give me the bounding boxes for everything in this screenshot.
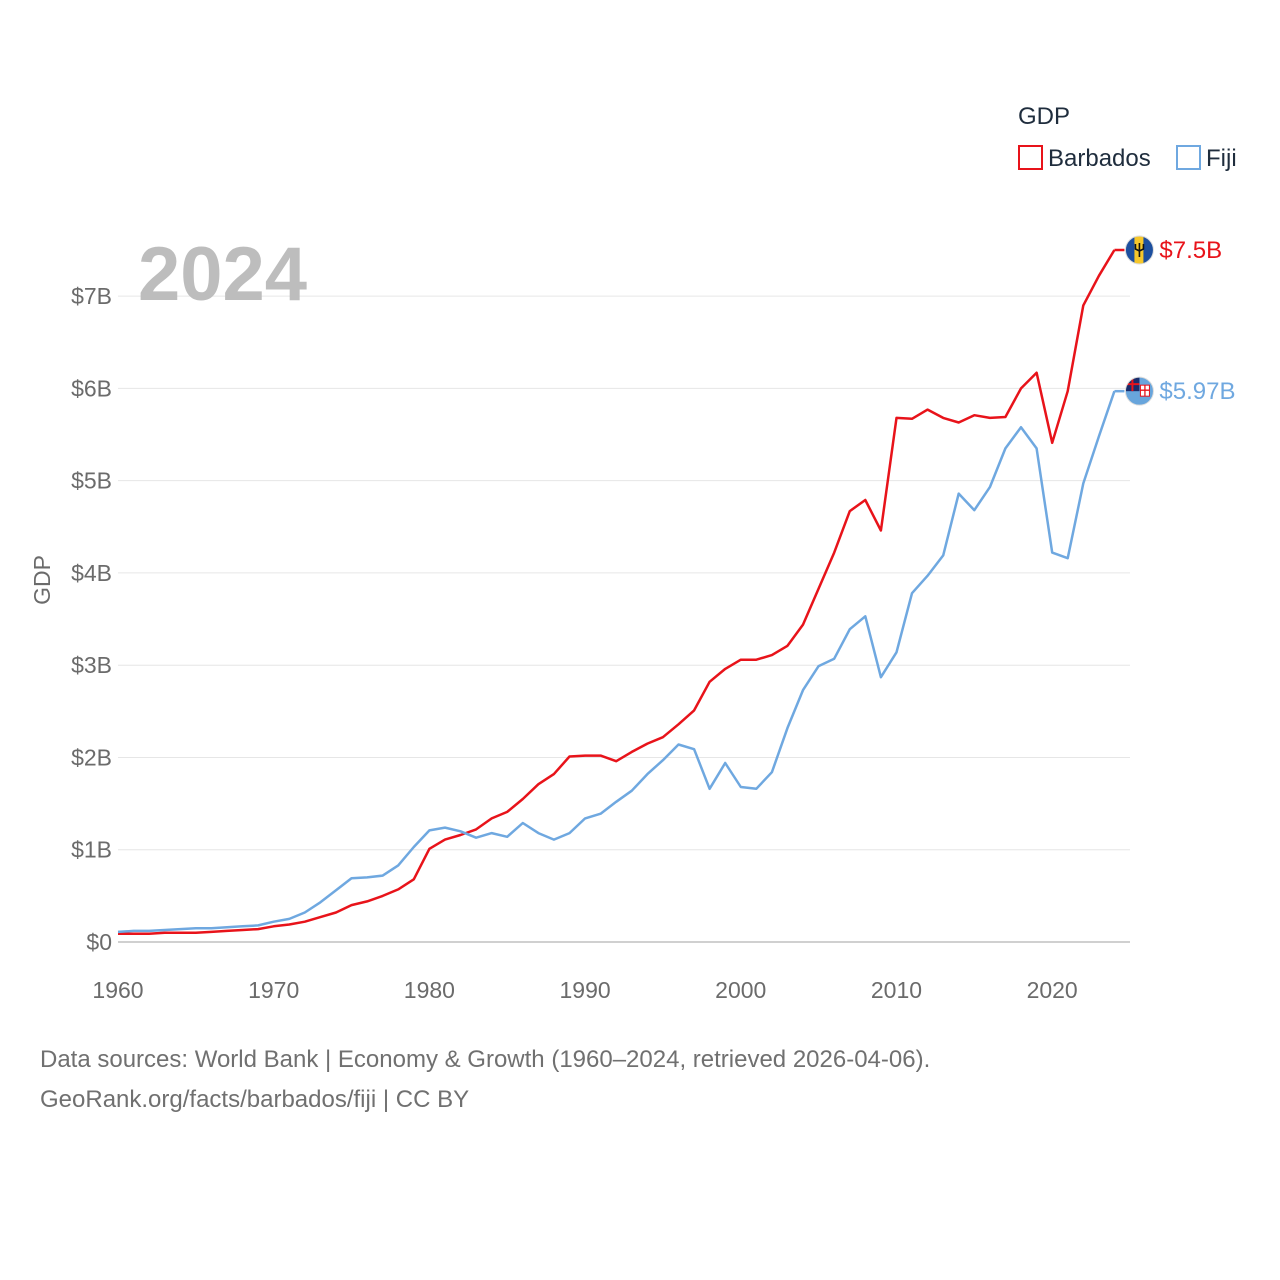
legend-item-fiji[interactable]: Fiji [1176,145,1237,172]
gridlines [118,295,1130,943]
legend-swatch-barbados [1018,145,1043,170]
barbados-flag-icon [1124,235,1154,265]
series-end-labels: $7.5B $5.97B [1114,235,1236,406]
y-tick-label: $2B [71,744,112,770]
x-tick-label: 2000 [715,977,766,1003]
series-line-barbados [118,249,1116,935]
x-tick-label: 2020 [1027,977,1078,1003]
series-lines [117,249,1116,935]
footer: Data sources: World Bank | Economy & Gro… [40,1040,930,1120]
x-axis-ticks: 1960 1970 1980 1990 2000 2010 2020 [92,977,1077,1003]
x-tick-label: 1990 [559,977,610,1003]
x-tick-label: 2010 [871,977,922,1003]
fiji-flag-icon [1124,376,1154,406]
flag-ring [1124,235,1154,265]
legend-label-barbados: Barbados [1048,145,1151,172]
y-tick-label: $3B [71,652,112,678]
flag-ring [1124,376,1154,406]
y-tick-label: $4B [71,560,112,586]
year-label: 2024 [138,232,307,317]
x-tick-label: 1960 [92,977,143,1003]
y-axis-label: GDP [29,555,55,605]
legend-item-barbados[interactable]: Barbados [1018,145,1151,172]
data-sources-text: Data sources: World Bank | Economy & Gro… [40,1046,931,1073]
legend: GDP Barbados Fiji [1018,103,1237,172]
legend-label-fiji: Fiji [1206,145,1237,172]
y-tick-label: $1B [71,837,112,863]
x-tick-label: 1970 [248,977,299,1003]
y-tick-label: $5B [71,468,112,494]
legend-swatch-fiji [1176,145,1201,170]
gdp-chart: $0 $1B $2B $3B $4B $5B $6B $7B 1960 1970 1980 1990… [29,103,1237,1003]
y-tick-label: $7B [71,283,112,309]
y-tick-label: $0 [86,929,112,955]
y-axis-ticks: $0 $1B $2B $3B $4B $5B $6B $7B [71,283,112,955]
x-tick-label: 1980 [404,977,455,1003]
end-value-label-barbados: $7.5B [1159,237,1222,264]
series-line-fiji [117,390,1116,934]
y-tick-label: $6B [71,375,112,401]
end-value-label-fiji: $5.97B [1159,378,1235,405]
legend-title: GDP [1018,103,1070,130]
source-link[interactable]: GeoRank.org/facts/barbados/fiji | CC BY [40,1086,470,1113]
